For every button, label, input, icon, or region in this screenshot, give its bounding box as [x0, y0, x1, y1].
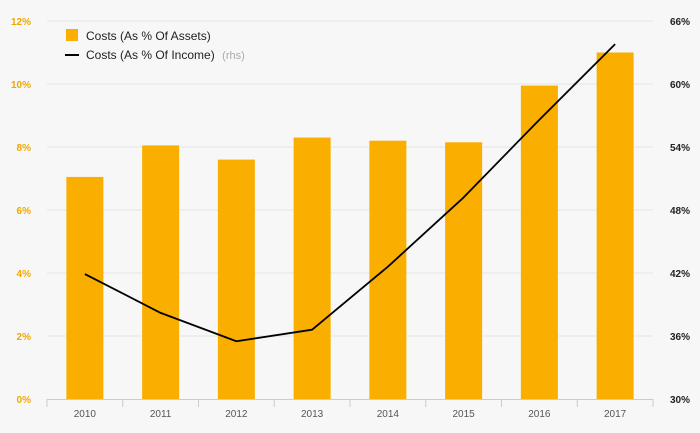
y-right-tick-label: 48%	[670, 206, 690, 217]
x-tick-label: 2016	[528, 409, 551, 420]
x-tick-label: 2012	[225, 409, 248, 420]
bar	[520, 85, 558, 399]
bar	[445, 142, 483, 399]
bar	[217, 159, 255, 399]
legend-label-line-name: Costs (As % Of Income)	[86, 48, 215, 62]
x-tick-label: 2017	[604, 409, 627, 420]
bar	[596, 52, 634, 399]
y-left-tick-label: 12%	[11, 17, 31, 28]
x-axis	[46, 399, 654, 407]
bar-series	[66, 52, 634, 400]
y-left-tick-label: 4%	[17, 269, 32, 280]
y-right-tick-label: 30%	[670, 395, 690, 406]
y-left-tick-label: 6%	[17, 206, 32, 217]
bar	[66, 176, 104, 399]
y-right-tick-label: 54%	[670, 143, 690, 154]
y-left-tick-label: 10%	[11, 80, 31, 91]
x-tick-label: 2014	[377, 409, 400, 420]
x-tick-label: 2011	[150, 409, 172, 420]
legend-rhs-note: (rhs)	[222, 50, 245, 62]
y-right-tick-label: 36%	[670, 332, 690, 343]
income-cost-line	[84, 43, 616, 343]
gridlines	[47, 20, 653, 337]
bar	[142, 145, 180, 399]
y-right-tick-label: 60%	[670, 80, 690, 91]
y-left-tick-label: 8%	[17, 143, 32, 154]
bar	[293, 137, 331, 400]
y-left-tick-label: 0%	[17, 395, 32, 406]
legend-label-line: Costs (As % Of Income) (rhs)	[86, 46, 245, 63]
legend: Costs (As % Of Assets) Costs (As % Of In…	[65, 29, 245, 63]
legend-label-bar: Costs (As % Of Assets)	[86, 29, 211, 43]
y-right-tick-label: 66%	[670, 17, 690, 28]
line-series	[84, 43, 616, 343]
x-tick-label: 2010	[74, 409, 97, 420]
x-tick-label: 2013	[301, 409, 324, 420]
y-left-tick-label: 2%	[17, 332, 32, 343]
y-right-tick-label: 42%	[670, 269, 690, 280]
legend-swatch-bar	[66, 29, 78, 41]
tick-labels: 0% 30% 2% 36% 4% 42% 6% 48% 8% 54% 10% 60% 12% 66% 201…	[11, 17, 690, 420]
x-tick-label: 2015	[453, 409, 476, 420]
bar	[369, 140, 407, 399]
